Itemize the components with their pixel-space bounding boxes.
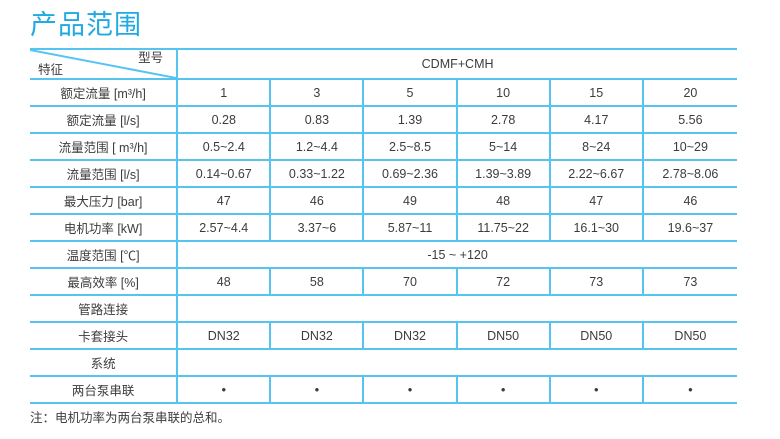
value-cell: 5.56 — [641, 105, 737, 134]
row-label: 卡套接头 — [30, 321, 178, 350]
value-cell: 16.1~30 — [548, 213, 643, 242]
value-cell: DN50 — [455, 321, 550, 350]
value-cell: 0.69~2.36 — [362, 159, 457, 188]
value-cell: DN50 — [548, 321, 643, 350]
table-row: 电机功率 [kW] 2.57~4.4 3.37~6 5.87~11 11.75~22 16… — [30, 213, 737, 242]
value-cell: 48 — [176, 267, 271, 296]
value-cell: 2.78 — [455, 105, 550, 134]
footnote: 注：电机功率为两台泵串联的总和。 — [30, 411, 231, 425]
value-cell: 5~14 — [455, 132, 550, 161]
bullet-cell: • — [455, 375, 550, 404]
table-row: 流量范围 [l/s] 0.14~0.67 0.33~1.22 0.69~2.36 1.3… — [30, 159, 737, 188]
value-cell: DN32 — [362, 321, 457, 350]
row-label: 额定流量 [l/s] — [30, 105, 178, 134]
table-row: 两台泵串联 • • • • • • — [30, 375, 737, 404]
value-cell: 11.75~22 — [455, 213, 550, 242]
row-label: 电机功率 [kW] — [30, 213, 178, 242]
value-cell: 19.6~37 — [641, 213, 737, 242]
row-label: 最高效率 [%] — [30, 267, 178, 296]
value-cell: 48 — [455, 186, 550, 215]
value-cell: 0.28 — [176, 105, 271, 134]
row-label: 流量范围 [l/s] — [30, 159, 178, 188]
row-label: 最大压力 [bar] — [30, 186, 178, 215]
value-cell: 47 — [176, 186, 271, 215]
bullet-cell: • — [548, 375, 643, 404]
spec-table: 型号 特征 CDMF+CMH 额定流量 [m³/h] 1 3 5 10 15 20 额定流量 … — [30, 48, 737, 404]
model-header-cell: CDMF+CMH — [176, 48, 737, 80]
value-cell: 10~29 — [641, 132, 737, 161]
row-label: 额定流量 [m³/h] — [30, 78, 178, 107]
table-row: 系统 — [30, 348, 737, 377]
spec-table-body: 型号 特征 CDMF+CMH 额定流量 [m³/h] 1 3 5 10 15 20 额定流量 … — [30, 48, 737, 404]
value-cell: 3 — [269, 78, 364, 107]
corner-diagonal-line — [30, 50, 176, 78]
bullet-cell: • — [362, 375, 457, 404]
value-cell: 2.22~6.67 — [548, 159, 643, 188]
value-cell: 0.5~2.4 — [176, 132, 271, 161]
table-header-row: 型号 特征 CDMF+CMH — [30, 48, 737, 80]
value-cell: 5.87~11 — [362, 213, 457, 242]
value-cell: 46 — [269, 186, 364, 215]
bullet-cell: • — [269, 375, 364, 404]
bullet-cell: • — [176, 375, 271, 404]
row-label: 系统 — [30, 348, 178, 377]
value-cell: 49 — [362, 186, 457, 215]
table-row: 卡套接头 DN32 DN32 DN32 DN50 DN50 DN50 — [30, 321, 737, 350]
row-label: 流量范围 [ m³/h] — [30, 132, 178, 161]
value-cell: DN50 — [641, 321, 737, 350]
page-title: 产品范围 — [30, 10, 142, 40]
merged-value-cell — [176, 294, 737, 323]
value-cell: 2.78~8.06 — [641, 159, 737, 188]
value-cell: 8~24 — [548, 132, 643, 161]
table-row: 额定流量 [m³/h] 1 3 5 10 15 20 — [30, 78, 737, 107]
value-cell: 73 — [641, 267, 737, 296]
value-cell: 2.5~8.5 — [362, 132, 457, 161]
table-row: 温度范围 [℃] -15 ~ +120 — [30, 240, 737, 269]
value-cell: 3.37~6 — [269, 213, 364, 242]
value-cell: 72 — [455, 267, 550, 296]
value-cell: 46 — [641, 186, 737, 215]
value-cell: 20 — [641, 78, 737, 107]
value-cell: 1 — [176, 78, 271, 107]
merged-value-cell — [176, 348, 737, 377]
table-row: 管路连接 — [30, 294, 737, 323]
row-label: 两台泵串联 — [30, 375, 178, 404]
row-label: 管路连接 — [30, 294, 178, 323]
corner-model-label: 型号 — [138, 51, 164, 65]
bullet-cell: • — [641, 375, 737, 404]
merged-value-cell: -15 ~ +120 — [176, 240, 737, 269]
header-corner-cell: 型号 特征 — [30, 48, 178, 80]
value-cell: 15 — [548, 78, 643, 107]
value-cell: DN32 — [176, 321, 271, 350]
table-row: 额定流量 [l/s] 0.28 0.83 1.39 2.78 4.17 5.56 — [30, 105, 737, 134]
value-cell: 0.33~1.22 — [269, 159, 364, 188]
value-cell: 0.14~0.67 — [176, 159, 271, 188]
table-row: 最大压力 [bar] 47 46 49 48 47 46 — [30, 186, 737, 215]
value-cell: 10 — [455, 78, 550, 107]
value-cell: DN32 — [269, 321, 364, 350]
value-cell: 5 — [362, 78, 457, 107]
value-cell: 4.17 — [548, 105, 643, 134]
value-cell: 2.57~4.4 — [176, 213, 271, 242]
value-cell: 1.2~4.4 — [269, 132, 364, 161]
value-cell: 1.39~3.89 — [455, 159, 550, 188]
value-cell: 58 — [269, 267, 364, 296]
table-row: 流量范围 [ m³/h] 0.5~2.4 1.2~4.4 2.5~8.5 5~14 8~2… — [30, 132, 737, 161]
row-label: 温度范围 [℃] — [30, 240, 178, 269]
table-row: 最高效率 [%] 48 58 70 72 73 73 — [30, 267, 737, 296]
value-cell: 0.83 — [269, 105, 364, 134]
value-cell: 1.39 — [362, 105, 457, 134]
value-cell: 70 — [362, 267, 457, 296]
corner-feature-label: 特征 — [38, 63, 64, 77]
value-cell: 73 — [548, 267, 643, 296]
value-cell: 47 — [548, 186, 643, 215]
